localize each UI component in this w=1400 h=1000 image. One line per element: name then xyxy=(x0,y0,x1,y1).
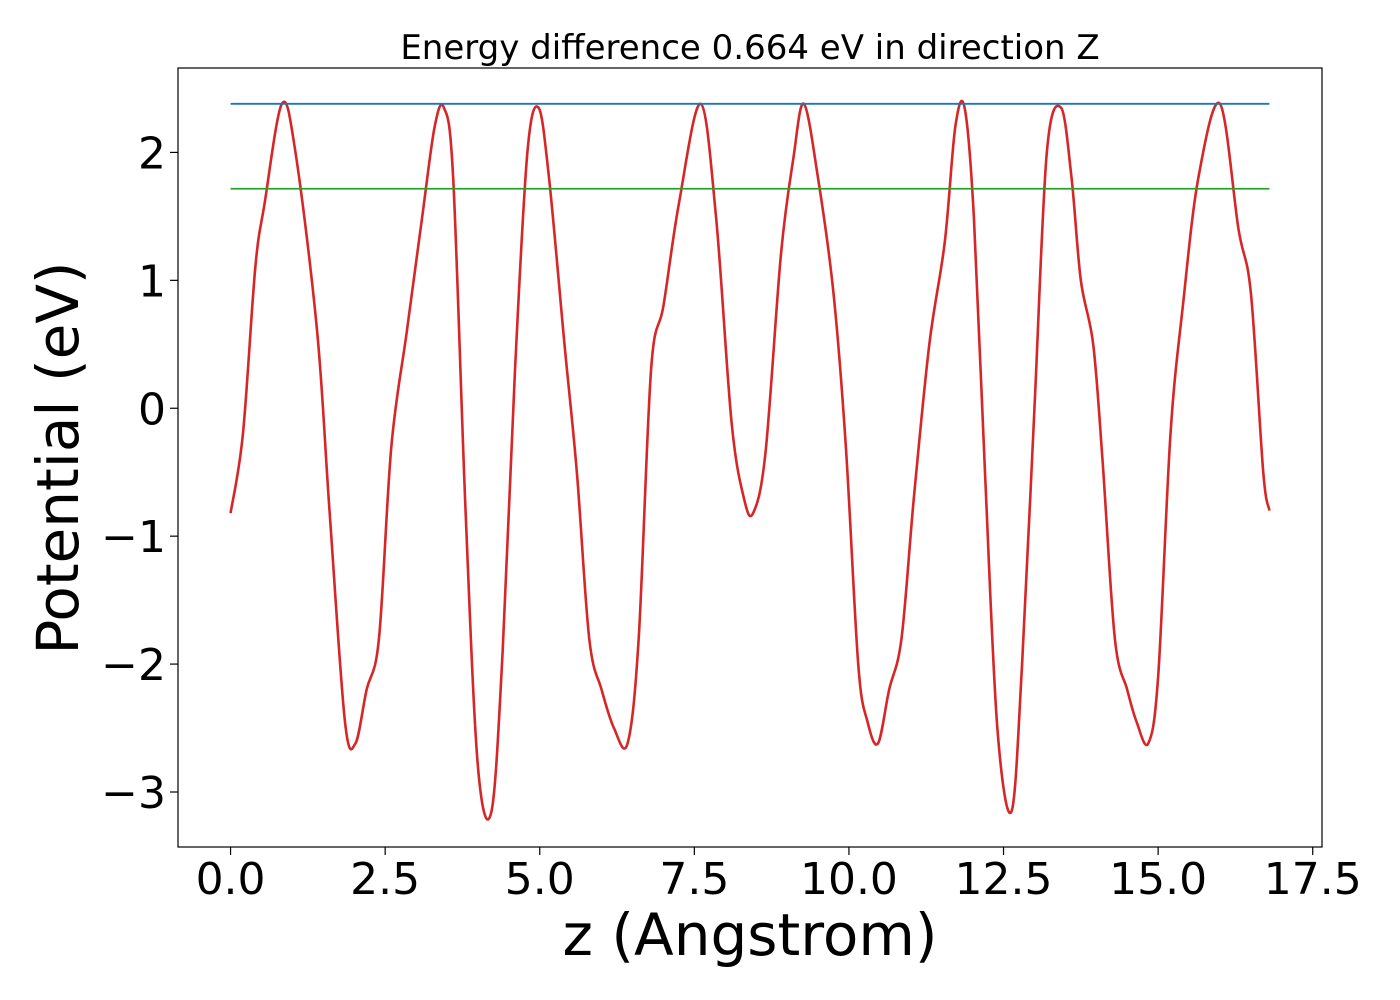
plot-area xyxy=(177,67,1323,848)
x-tick-label: 0.0 xyxy=(196,854,266,905)
series-layer xyxy=(229,99,1271,821)
x-tick-label: 2.5 xyxy=(350,854,420,905)
y-axis-label: Potential (eV) xyxy=(24,261,92,654)
y-tick-label: −3 xyxy=(101,768,166,819)
y-tick-label: 1 xyxy=(138,256,166,307)
x-tick-label: 7.5 xyxy=(659,854,729,905)
x-tick-label: 5.0 xyxy=(505,854,575,905)
x-tick-label: 12.5 xyxy=(955,854,1053,905)
x-axis-label: z (Angstrom) xyxy=(563,901,938,969)
y-axis: −3 −2 −1 0 1 2 xyxy=(101,128,178,819)
chart-title: Energy difference 0.664 eV in direction … xyxy=(400,28,1099,68)
y-tick-label: 0 xyxy=(138,384,166,435)
x-tick-label: 10.0 xyxy=(800,854,898,905)
series-line-0 xyxy=(229,99,1271,821)
x-axis: 0.0 2.5 5.0 7.5 10.0 12.5 15.0 17.5 xyxy=(196,847,1362,905)
y-tick-label: −1 xyxy=(101,512,166,563)
y-tick-label: 2 xyxy=(138,128,166,179)
x-tick-label: 17.5 xyxy=(1264,854,1362,905)
y-tick-label: −2 xyxy=(101,640,166,691)
x-tick-label: 15.0 xyxy=(1109,854,1207,905)
